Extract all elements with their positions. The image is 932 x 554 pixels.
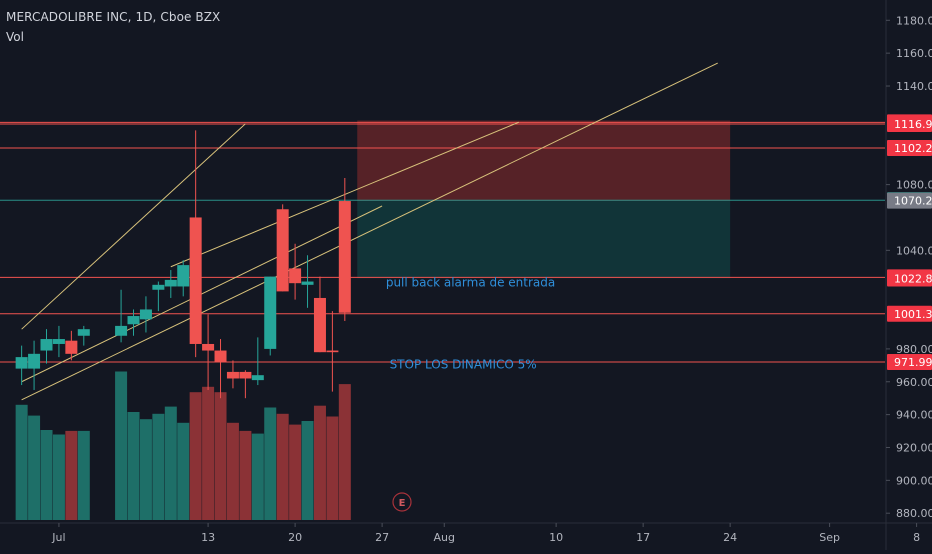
annotation-text-0: pull back alarma de entrada — [386, 275, 555, 289]
volume-bar-3 — [52, 434, 65, 520]
y-tick-label-940: 940.00 — [896, 409, 932, 422]
trendline-1 — [21, 62, 718, 401]
price-label-1070.21: 1070.21 — [894, 195, 932, 208]
volume-bar-11 — [177, 422, 190, 520]
y-tick-label-1140: 1140.00 — [896, 80, 932, 93]
candle-body-13 — [202, 343, 215, 351]
volume-bar-24 — [338, 384, 351, 520]
volume-bar-22 — [313, 405, 326, 520]
volume-bar-2 — [40, 430, 53, 520]
volume-bar-4 — [65, 430, 78, 520]
volume-bar-8 — [139, 419, 152, 520]
volume-bar-0 — [15, 404, 28, 520]
x-tick-label-Sep: Sep — [819, 531, 840, 544]
earnings-marker-icon — [392, 492, 412, 512]
candle-body-14 — [214, 350, 227, 363]
candle-body-16 — [239, 371, 252, 379]
price-label-bg-1102.29 — [887, 139, 932, 156]
x-tick-label-20: 20 — [288, 531, 302, 544]
candle-body-3 — [52, 339, 65, 344]
volume-bar-20 — [289, 424, 302, 520]
y-tick-label-1160: 1160.00 — [896, 47, 932, 60]
candle-body-9 — [152, 284, 165, 290]
volume-bar-13 — [202, 386, 215, 520]
annotation-text-1: STOP LOS DINAMICO 5% — [390, 358, 537, 372]
volume-bar-7 — [127, 412, 140, 520]
volume-bar-19 — [276, 413, 289, 520]
candle-body-2 — [40, 339, 53, 351]
candle-body-21 — [301, 281, 314, 285]
price-label-bg-971.99 — [887, 354, 932, 371]
x-tick-label-13: 13 — [201, 531, 215, 544]
volume-bar-17 — [251, 433, 264, 520]
volume-bar-6 — [115, 371, 128, 520]
y-tick-label-980: 980.00 — [896, 343, 932, 356]
candle-body-6 — [115, 325, 128, 336]
x-tick-label-8: 8 — [913, 531, 920, 544]
trendline-0 — [21, 123, 246, 330]
candle-body-4 — [65, 340, 78, 354]
candle-body-1 — [28, 353, 41, 369]
risk-zone — [357, 120, 731, 202]
candle-body-20 — [289, 268, 302, 284]
x-tick-label-Jul: Jul — [51, 531, 65, 544]
volume-bar-21 — [301, 421, 314, 520]
volume-bar-1 — [28, 415, 41, 520]
price-label-971.99: 971.99 — [894, 356, 932, 369]
candle-body-23 — [326, 350, 339, 353]
price-label-bg-1001.36 — [887, 305, 932, 322]
x-tick-label-17: 17 — [636, 531, 650, 544]
price-label-1102.29: 1102.29 — [894, 142, 932, 155]
y-tick-label-1080: 1080.00 — [896, 179, 932, 192]
candle-body-19 — [276, 209, 289, 292]
trendline-2 — [21, 205, 383, 383]
volume-bar-18 — [264, 407, 277, 520]
candle-body-10 — [164, 279, 177, 287]
earnings-marker-label: E — [399, 498, 406, 509]
y-tick-label-960: 960.00 — [896, 376, 932, 389]
price-label-bg-1022.88 — [887, 270, 932, 287]
price-label-bg-1116.91 — [887, 115, 932, 132]
x-tick-label-24: 24 — [723, 531, 737, 544]
symbol-legend[interactable]: MERCADOLIBRE INC, 1D, Cboe BZX — [6, 10, 221, 24]
volume-bar-5 — [77, 430, 90, 520]
candle-body-5 — [77, 329, 90, 336]
y-tick-label-1040: 1040.00 — [896, 244, 932, 257]
candle-body-8 — [139, 309, 152, 320]
y-tick-label-920: 920.00 — [896, 441, 932, 454]
candle-body-12 — [189, 217, 202, 344]
price-label-bg-1070.21 — [887, 192, 932, 209]
candle-body-22 — [313, 297, 326, 353]
candle-body-11 — [177, 265, 190, 287]
price-label-1001.36: 1001.36 — [894, 308, 932, 321]
price-label-1022.88: 1022.88 — [894, 272, 932, 285]
volume-bar-12 — [189, 392, 202, 520]
volume-legend[interactable]: Vol — [6, 30, 24, 44]
x-tick-label-Aug: Aug — [434, 531, 455, 544]
candle-body-15 — [226, 371, 239, 379]
candle-body-17 — [251, 375, 264, 381]
volume-bar-9 — [152, 413, 165, 520]
volume-bar-15 — [226, 422, 239, 520]
volume-bar-16 — [239, 430, 252, 520]
reward-zone — [357, 201, 731, 279]
volume-bar-10 — [164, 406, 177, 520]
volume-bar-23 — [326, 416, 339, 520]
y-tick-label-1180: 1180.00 — [896, 14, 932, 27]
candle-body-24 — [338, 201, 351, 313]
x-tick-label-10: 10 — [549, 531, 563, 544]
candle-body-0 — [15, 357, 28, 369]
y-tick-label-900: 900.00 — [896, 474, 932, 487]
y-tick-label-880: 880.00 — [896, 507, 932, 520]
x-tick-label-27: 27 — [375, 531, 389, 544]
volume-bar-14 — [214, 392, 227, 520]
candle-body-18 — [264, 276, 277, 349]
price-label-1116.91: 1116.91 — [894, 118, 932, 131]
candle-body-7 — [127, 316, 140, 325]
